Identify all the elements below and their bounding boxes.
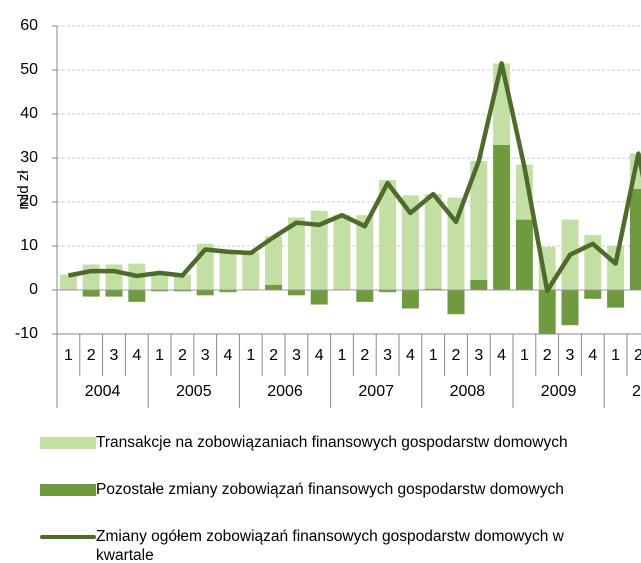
y-tick-label: 0 bbox=[29, 281, 38, 298]
bar bbox=[424, 194, 442, 289]
bar bbox=[265, 236, 283, 285]
year-label: 2005 bbox=[176, 383, 212, 400]
year-label: 2006 bbox=[267, 383, 303, 400]
year-label: 2010 bbox=[632, 383, 641, 400]
bar bbox=[607, 290, 625, 308]
bar bbox=[493, 63, 511, 145]
x-tick-label: 3 bbox=[110, 347, 119, 364]
legend-item: Pozostałe zmiany zobowiązań finansowych … bbox=[40, 480, 640, 499]
bar bbox=[196, 290, 214, 296]
bar bbox=[105, 264, 123, 290]
bar bbox=[219, 250, 237, 290]
bar bbox=[379, 180, 397, 290]
bar bbox=[561, 290, 579, 326]
y-axis-label: mld zł bbox=[15, 170, 32, 210]
bar bbox=[242, 252, 260, 290]
bar bbox=[173, 290, 191, 292]
x-tick-label: 1 bbox=[155, 347, 164, 364]
y-tick-label: 30 bbox=[20, 149, 38, 166]
y-tick-label: 10 bbox=[20, 237, 38, 254]
x-tick-label: 1 bbox=[520, 347, 529, 364]
x-tick-label: 4 bbox=[497, 347, 506, 364]
y-tick-label: -10 bbox=[15, 325, 38, 342]
bar bbox=[128, 290, 146, 302]
bar bbox=[493, 144, 511, 290]
x-tick-label: 1 bbox=[611, 347, 620, 364]
x-tick-label: 4 bbox=[132, 347, 141, 364]
x-tick-label: 4 bbox=[224, 347, 233, 364]
x-tick-label: 3 bbox=[292, 347, 301, 364]
bar bbox=[105, 290, 123, 297]
year-label: 2007 bbox=[358, 383, 394, 400]
x-tick-label: 4 bbox=[588, 347, 597, 364]
x-tick-label: 1 bbox=[429, 347, 438, 364]
bar bbox=[447, 290, 465, 315]
legend-item: Transakcje na zobowiązaniach finansowych… bbox=[40, 433, 640, 452]
x-tick-label: 1 bbox=[246, 347, 255, 364]
bar bbox=[424, 288, 442, 290]
bar bbox=[538, 290, 556, 334]
x-tick-label: 3 bbox=[474, 347, 483, 364]
bar bbox=[59, 274, 77, 290]
bar bbox=[356, 215, 374, 290]
x-tick-label: 2 bbox=[634, 347, 641, 364]
bar bbox=[584, 290, 602, 299]
y-tick-label: 40 bbox=[20, 105, 38, 122]
x-tick-label: 2 bbox=[87, 347, 96, 364]
year-label: 2008 bbox=[450, 383, 486, 400]
bar bbox=[629, 188, 641, 290]
bar bbox=[287, 217, 305, 290]
x-tick-label: 3 bbox=[566, 347, 575, 364]
year-label: 2009 bbox=[541, 383, 577, 400]
bar bbox=[401, 195, 419, 290]
bar bbox=[379, 290, 397, 293]
y-tick-label: 60 bbox=[20, 17, 38, 34]
bar bbox=[470, 279, 488, 290]
bar bbox=[287, 290, 305, 296]
total-line bbox=[67, 61, 641, 294]
legend-swatch bbox=[40, 437, 96, 449]
x-tick-label: 4 bbox=[315, 347, 324, 364]
bar bbox=[82, 264, 100, 290]
x-tick-label: 2 bbox=[452, 347, 461, 364]
legend-swatch bbox=[40, 484, 96, 496]
bar bbox=[310, 210, 328, 290]
x-tick-label: 2 bbox=[269, 347, 278, 364]
bar bbox=[470, 161, 488, 280]
bar bbox=[333, 215, 351, 290]
legend-label: Pozostałe zmiany zobowiązań finansowych … bbox=[96, 481, 564, 498]
legend-label: Zmiany ogółem zobowiązań finansowych gos… bbox=[96, 528, 564, 563]
x-tick-label: 3 bbox=[383, 347, 392, 364]
legend-swatch bbox=[40, 535, 96, 539]
x-tick-label: 1 bbox=[338, 347, 347, 364]
legend-label: Transakcje na zobowiązaniach finansowych… bbox=[96, 434, 568, 451]
bar bbox=[515, 219, 533, 290]
bar bbox=[265, 284, 283, 290]
bar bbox=[219, 290, 237, 293]
x-tick-label: 3 bbox=[201, 347, 210, 364]
x-tick-label: 4 bbox=[406, 347, 415, 364]
year-label: 2004 bbox=[85, 383, 121, 400]
bar bbox=[151, 272, 169, 290]
y-tick-label: 20 bbox=[20, 193, 38, 210]
bar bbox=[447, 197, 465, 290]
bar bbox=[310, 290, 328, 305]
bar bbox=[151, 290, 169, 292]
y-tick-label: 50 bbox=[20, 61, 38, 78]
bar bbox=[401, 290, 419, 309]
legend-item: Zmiany ogółem zobowiązań finansowych gos… bbox=[40, 527, 640, 563]
x-tick-label: 2 bbox=[178, 347, 187, 364]
bar bbox=[173, 274, 191, 290]
x-tick-label: 1 bbox=[64, 347, 73, 364]
bar bbox=[356, 290, 374, 302]
x-tick-label: 2 bbox=[360, 347, 369, 364]
x-tick-label: 2 bbox=[543, 347, 552, 364]
bar bbox=[82, 290, 100, 297]
